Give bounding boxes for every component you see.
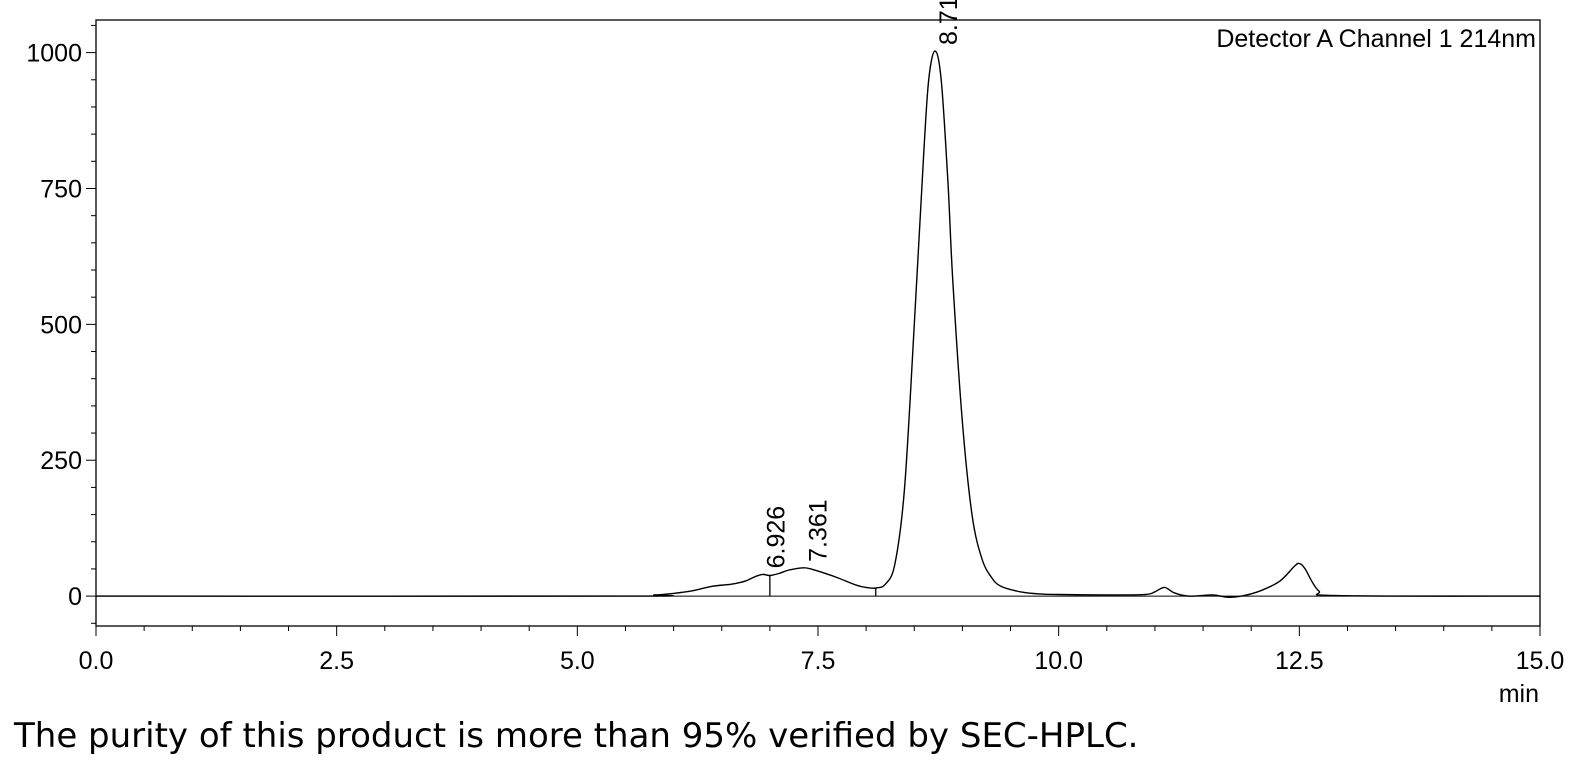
y-tick-label: 1000 xyxy=(26,40,82,68)
x-axis-unit-label: min xyxy=(1499,680,1539,708)
x-tick-label: 7.5 xyxy=(801,647,836,675)
x-tick-label: 5.0 xyxy=(560,647,595,675)
integration-marks xyxy=(769,575,877,597)
y-axis: 0 250 500 750 1000 xyxy=(26,24,96,624)
peak-label: 7.361 xyxy=(805,499,833,562)
x-tick-label: 15.0 xyxy=(1516,647,1565,675)
y-tick-label: 250 xyxy=(40,447,82,475)
x-tick-label: 10.0 xyxy=(1034,647,1083,675)
purity-caption: The purity of this product is more than … xyxy=(14,716,1139,756)
y-tick-label: 750 xyxy=(40,175,82,203)
x-axis: 0.0 2.5 5.0 7.5 10.0 12.5 15.0 xyxy=(79,626,1565,675)
x-tick-label: 0.0 xyxy=(79,647,114,675)
detector-label: Detector A Channel 1 214nm xyxy=(1216,25,1536,53)
y-tick-label: 500 xyxy=(40,311,82,339)
peak-labels: 6.926 7.361 8.714 xyxy=(763,0,963,568)
peak-label: 6.926 xyxy=(763,506,791,569)
y-tick-label: 0 xyxy=(68,583,82,611)
peak-label: 8.714 xyxy=(935,0,963,45)
chromatogram-trace xyxy=(95,50,1541,598)
x-tick-label: 2.5 xyxy=(319,647,354,675)
x-tick-label: 12.5 xyxy=(1275,647,1324,675)
